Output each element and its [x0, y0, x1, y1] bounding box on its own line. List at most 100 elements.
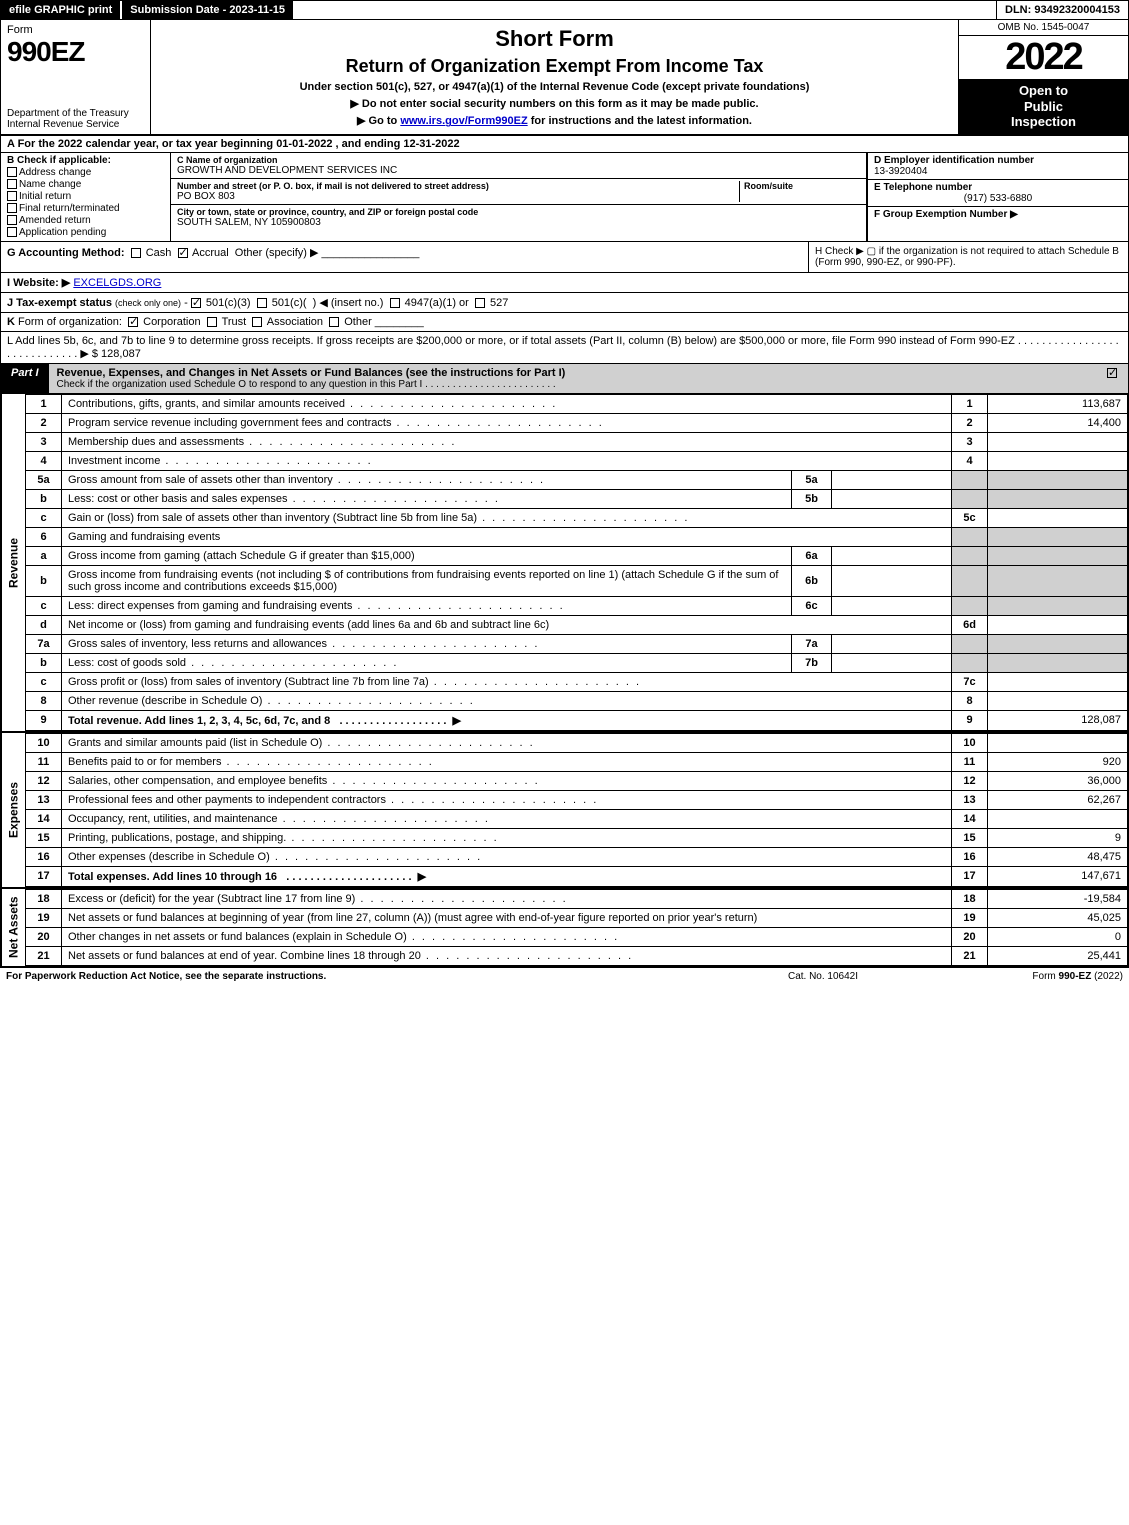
section-bcdef: B Check if applicable: Address change Na…: [0, 153, 1129, 242]
name-label: C Name of organization: [177, 155, 860, 165]
line-6a: aGross income from gaming (attach Schedu…: [26, 546, 1128, 565]
chk-address-change[interactable]: Address change: [7, 167, 164, 178]
line-17: 17Total expenses. Add lines 10 through 1…: [26, 866, 1128, 886]
cell-name: C Name of organization GROWTH AND DEVELO…: [171, 153, 866, 179]
line-3: 3Membership dues and assessments3: [26, 432, 1128, 451]
line-9: 9Total revenue. Add lines 1, 2, 3, 4, 5c…: [26, 710, 1128, 730]
street-label: Number and street (or P. O. box, if mail…: [177, 181, 735, 191]
g-label: G Accounting Method:: [7, 247, 125, 259]
row-form-of-org: K Form of organization: Corporation Trus…: [0, 313, 1129, 332]
chk-cash[interactable]: [131, 248, 141, 258]
accounting-method: G Accounting Method: Cash Accrual Other …: [1, 242, 808, 272]
cell-group-exemption: F Group Exemption Number ▶: [868, 207, 1128, 222]
ein-value: 13-3920404: [874, 166, 1122, 177]
phone-label: E Telephone number: [874, 182, 1122, 193]
dln: DLN: 93492320004153: [996, 1, 1128, 19]
cash-label: Cash: [146, 247, 172, 259]
line-21: 21Net assets or fund balances at end of …: [26, 946, 1128, 965]
line-2: 2Program service revenue including gover…: [26, 413, 1128, 432]
revenue-table: 1Contributions, gifts, grants, and simil…: [25, 394, 1128, 731]
website-label: I Website: ▶: [7, 277, 70, 289]
header-left: Form 990EZ Department of the Treasury In…: [1, 20, 151, 134]
form-word: Form: [7, 24, 144, 36]
topbar-spacer: [293, 1, 996, 19]
line-18: 18Excess or (deficit) for the year (Subt…: [26, 889, 1128, 908]
line-6b: bGross income from fundraising events (n…: [26, 565, 1128, 596]
other-label: Other (specify) ▶: [235, 247, 319, 259]
chk-name-change[interactable]: Name change: [7, 179, 164, 190]
line-11: 11Benefits paid to or for members11920: [26, 752, 1128, 771]
page-footer: For Paperwork Reduction Act Notice, see …: [0, 968, 1129, 985]
chk-corporation[interactable]: [128, 317, 138, 327]
topbar: efile GRAPHIC print Submission Date - 20…: [0, 0, 1129, 20]
b-head: B Check if applicable:: [7, 155, 164, 166]
l-text: L Add lines 5b, 6c, and 7b to line 9 to …: [7, 335, 1119, 360]
chk-trust[interactable]: [207, 317, 217, 327]
form-number: 990EZ: [7, 36, 144, 68]
revenue-vlabel: Revenue: [1, 394, 25, 731]
line-7a: 7aGross sales of inventory, less returns…: [26, 634, 1128, 653]
line-12: 12Salaries, other compensation, and empl…: [26, 771, 1128, 790]
chk-amended-return[interactable]: Amended return: [7, 215, 164, 226]
org-name: GROWTH AND DEVELOPMENT SERVICES INC: [177, 165, 860, 176]
chk-501c3[interactable]: [191, 298, 201, 308]
l-amount: 128,087: [101, 348, 141, 360]
irs-link[interactable]: www.irs.gov/Form990EZ: [400, 115, 527, 127]
header-center: Short Form Return of Organization Exempt…: [151, 20, 958, 134]
instr-goto-pre: ▶ Go to: [357, 115, 400, 127]
line-8: 8Other revenue (describe in Schedule O)8: [26, 691, 1128, 710]
row-a-period: A For the 2022 calendar year, or tax yea…: [0, 136, 1129, 153]
footer-formref: Form 990-EZ (2022): [923, 971, 1123, 982]
website-link[interactable]: EXCELGDS.ORG: [73, 277, 161, 289]
part1-tab: Part I: [1, 364, 49, 393]
header-right: OMB No. 1545-0047 2022 Open to Public In…: [958, 20, 1128, 134]
line-1: 1Contributions, gifts, grants, and simil…: [26, 394, 1128, 413]
line-7b: bLess: cost of goods sold7b: [26, 653, 1128, 672]
line-16: 16Other expenses (describe in Schedule O…: [26, 847, 1128, 866]
suite-label: Room/suite: [744, 181, 860, 191]
title-short-form: Short Form: [495, 26, 614, 52]
submission-date: Submission Date - 2023-11-15: [120, 1, 293, 19]
line-5a: 5aGross amount from sale of assets other…: [26, 470, 1128, 489]
instr-ssn: ▶ Do not enter social security numbers o…: [350, 97, 758, 110]
netassets-section: Net Assets 18Excess or (deficit) for the…: [0, 889, 1129, 968]
schedule-b-check: H Check ▶ ▢ if the organization is not r…: [808, 242, 1128, 272]
part1-checkbox[interactable]: [1098, 364, 1128, 393]
chk-other-org[interactable]: [329, 317, 339, 327]
line-13: 13Professional fees and other payments t…: [26, 790, 1128, 809]
netassets-vlabel: Net Assets: [1, 889, 25, 966]
city-value: SOUTH SALEM, NY 105900803: [177, 217, 860, 228]
chk-501c[interactable]: [257, 298, 267, 308]
revenue-section: Revenue 1Contributions, gifts, grants, a…: [0, 394, 1129, 733]
instr-goto: ▶ Go to www.irs.gov/Form990EZ for instru…: [357, 114, 752, 127]
footer-catno: Cat. No. 10642I: [723, 971, 923, 982]
form-header: Form 990EZ Department of the Treasury In…: [0, 20, 1129, 136]
street-value: PO BOX 803: [177, 191, 735, 202]
open-to-public: Open to Public Inspection: [959, 79, 1128, 134]
cell-city: City or town, state or province, country…: [171, 205, 866, 230]
line-6c: cLess: direct expenses from gaming and f…: [26, 596, 1128, 615]
cell-phone: E Telephone number (917) 533-6880: [868, 180, 1128, 207]
netassets-table: 18Excess or (deficit) for the year (Subt…: [25, 889, 1128, 966]
line-5b: bLess: cost or other basis and sales exp…: [26, 489, 1128, 508]
title-return: Return of Organization Exempt From Incom…: [346, 56, 764, 77]
chk-final-return[interactable]: Final return/terminated: [7, 203, 164, 214]
line-4: 4Investment income4: [26, 451, 1128, 470]
efile-print[interactable]: efile GRAPHIC print: [1, 1, 120, 19]
cell-street: Number and street (or P. O. box, if mail…: [171, 179, 866, 205]
line-20: 20Other changes in net assets or fund ba…: [26, 927, 1128, 946]
chk-association[interactable]: [252, 317, 262, 327]
chk-accrual[interactable]: [178, 248, 188, 258]
chk-4947[interactable]: [390, 298, 400, 308]
chk-application-pending[interactable]: Application pending: [7, 227, 164, 238]
group-exemption-label: F Group Exemption Number ▶: [874, 209, 1018, 220]
omb-number: OMB No. 1545-0047: [959, 20, 1128, 36]
expenses-vlabel: Expenses: [1, 733, 25, 887]
row-website: I Website: ▶ EXCELGDS.ORG: [0, 273, 1129, 293]
line-10: 10Grants and similar amounts paid (list …: [26, 733, 1128, 752]
expenses-section: Expenses 10Grants and similar amounts pa…: [0, 733, 1129, 889]
chk-527[interactable]: [475, 298, 485, 308]
line-19: 19Net assets or fund balances at beginni…: [26, 908, 1128, 927]
row-tax-exempt-status: J Tax-exempt status (check only one) - 5…: [0, 293, 1129, 313]
chk-initial-return[interactable]: Initial return: [7, 191, 164, 202]
